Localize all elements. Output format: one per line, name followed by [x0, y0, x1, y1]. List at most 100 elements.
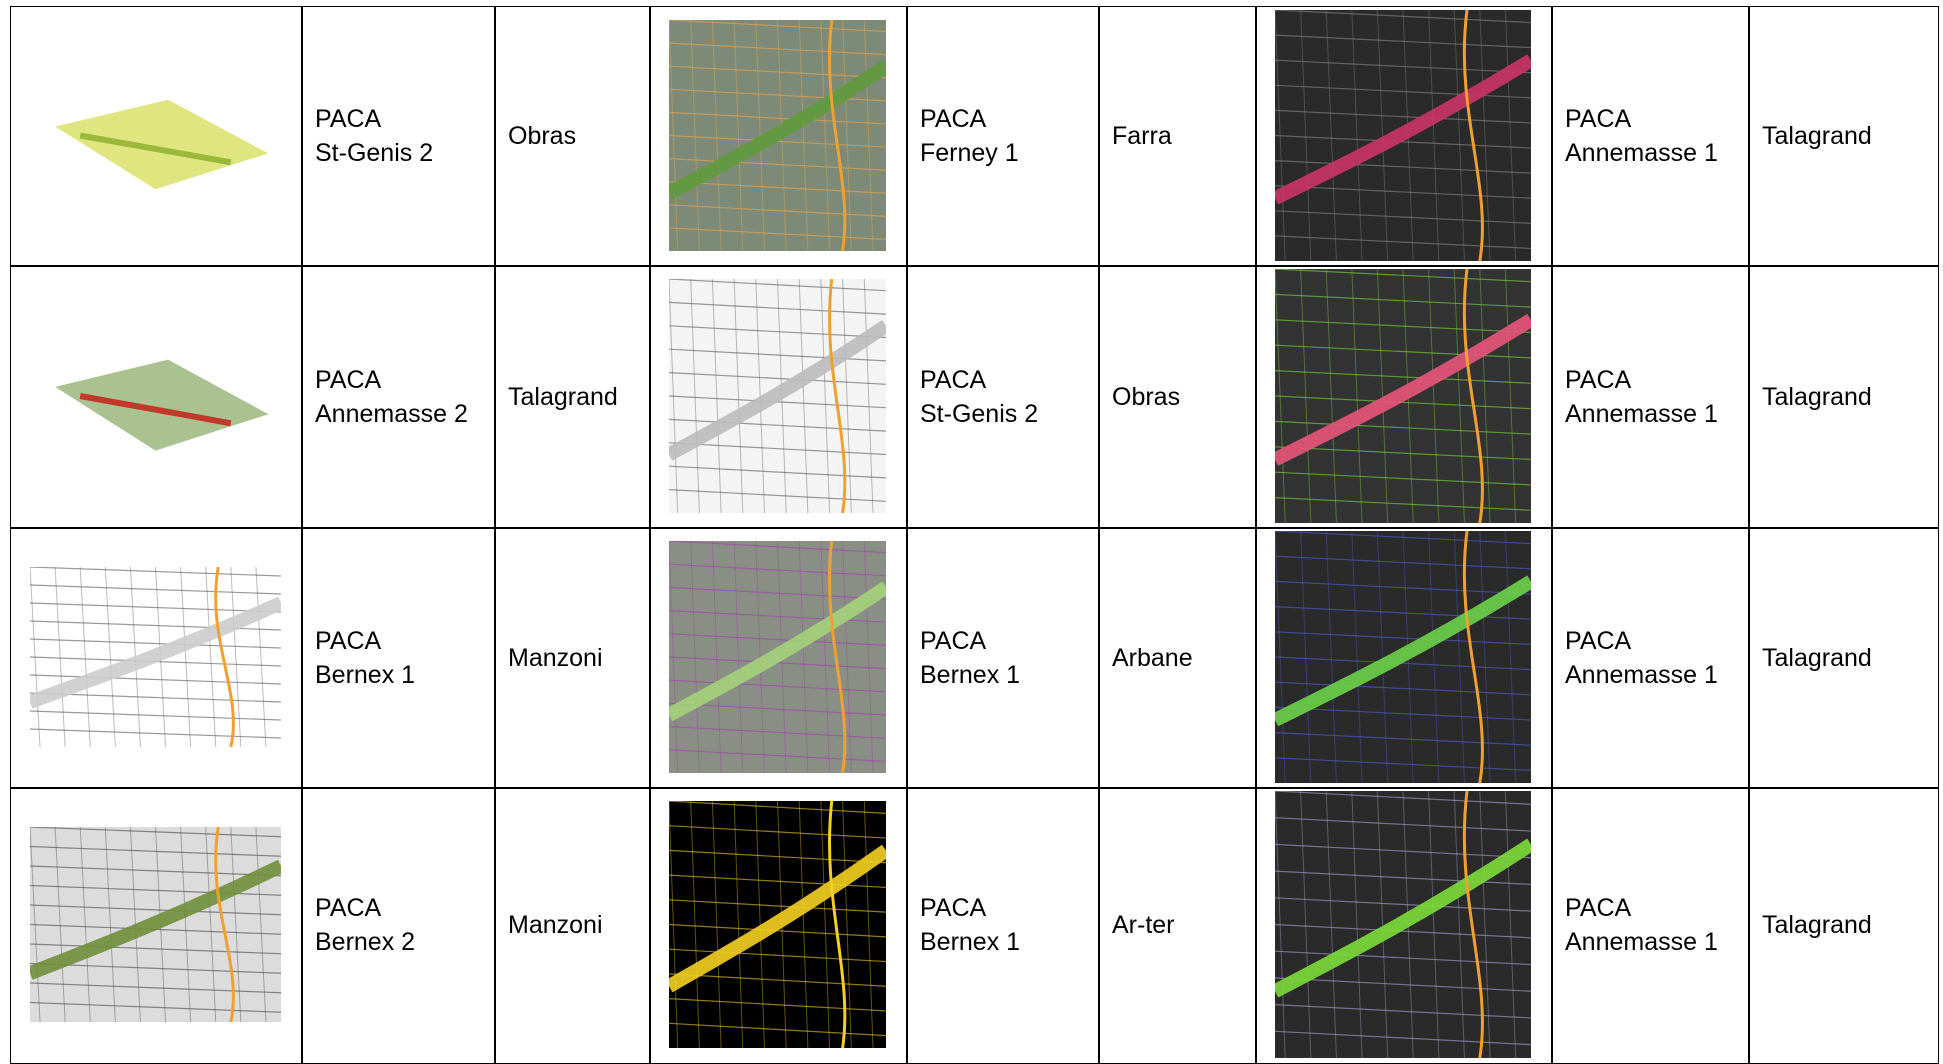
image-line: [104, 827, 116, 1022]
text-cell: PACA Bernex 1: [301, 527, 496, 789]
text-cell: Talagrand: [494, 265, 651, 529]
image-line: [755, 541, 765, 773]
image-line: [1325, 10, 1337, 261]
image-line: [1504, 10, 1517, 261]
author: Obras: [508, 122, 577, 151]
thumbnail-image: [1275, 531, 1531, 783]
image-line: [669, 541, 886, 554]
image-line: [1275, 109, 1531, 124]
author: Manzoni: [508, 643, 603, 672]
image-line: [755, 279, 765, 513]
text-cell: PACA Annemasse 1: [1551, 265, 1750, 529]
text-cell: PACA Bernex 2: [301, 787, 496, 1064]
author: Talagrand: [508, 382, 618, 411]
image-line: [1351, 531, 1363, 783]
image-line: [863, 541, 874, 773]
image-line: [669, 726, 886, 739]
image-line: [205, 827, 217, 1022]
image-line: [1351, 269, 1363, 523]
image-line: [1275, 269, 1531, 283]
image-line: [104, 567, 116, 747]
project-line: Ferney 1: [920, 139, 1019, 168]
image-line: [1275, 1030, 1531, 1046]
image-shape: [55, 359, 269, 451]
image-line: [733, 279, 744, 513]
image-line: [842, 279, 852, 513]
project-line: Bernex 2: [315, 928, 416, 957]
image-line: [669, 301, 886, 315]
text-cell: Talagrand: [1748, 6, 1939, 267]
image-line: [1275, 631, 1531, 645]
image-shape: [669, 844, 886, 993]
image-line: [669, 586, 886, 600]
image-line: [733, 541, 744, 773]
text-cell: PACA Ferney 1: [906, 6, 1100, 267]
image-shape: [828, 801, 847, 1048]
image-line: [1376, 10, 1389, 261]
image-line: [1275, 843, 1531, 859]
image-line: [30, 710, 281, 721]
project-line: St-Genis 2: [920, 399, 1039, 428]
image-line: [1504, 269, 1517, 523]
image-line: [711, 20, 722, 251]
image-shape: [669, 60, 886, 200]
image-line: [669, 633, 886, 646]
image-line: [1275, 446, 1531, 461]
project-line: Bernex 1: [920, 928, 1021, 957]
image-line: [1300, 531, 1312, 783]
image-line: [255, 827, 267, 1022]
image-shape: [30, 596, 281, 709]
image-line: [669, 65, 886, 79]
thumbnail-image: [1275, 10, 1531, 261]
image-line: [1275, 59, 1531, 74]
text-cell: PACA Bernex 1: [906, 527, 1100, 789]
image-line: [1275, 681, 1531, 696]
image-shape: [669, 319, 886, 461]
image-line: [669, 610, 886, 623]
image-line: [1275, 370, 1531, 384]
thumbnail-image: [30, 567, 281, 747]
image-line: [1504, 791, 1517, 1058]
image-line: [842, 541, 852, 773]
author: Farra: [1112, 122, 1172, 151]
image-line: [669, 948, 886, 963]
image-line: [669, 325, 886, 339]
author: Arbane: [1112, 643, 1193, 672]
image-line: [1300, 791, 1312, 1058]
image-shape: [1462, 531, 1484, 783]
image-line: [1275, 706, 1531, 721]
image-line: [1275, 293, 1531, 308]
image-shape: [1275, 313, 1531, 466]
image-line: [669, 372, 886, 385]
image-line: [79, 827, 91, 1022]
image-cell: [1255, 527, 1553, 789]
image-line: [1275, 656, 1531, 671]
text-cell: PACA Annemasse 1: [1551, 6, 1750, 267]
image-line: [820, 801, 831, 1048]
image-shape: [55, 99, 269, 190]
image-line: [30, 692, 281, 703]
text-cell: PACA Bernex 1: [906, 787, 1100, 1064]
image-line: [1275, 977, 1531, 992]
image-line: [1275, 471, 1531, 486]
image-line: [30, 962, 281, 974]
image-line: [669, 204, 886, 217]
project-line: Annemasse 1: [1565, 660, 1718, 689]
thumbnail-image: [669, 279, 886, 513]
image-cell: [1255, 6, 1553, 267]
image-line: [30, 1001, 281, 1013]
image-line: [79, 567, 91, 747]
text-cell: Manzoni: [494, 787, 651, 1064]
image-line: [1275, 210, 1531, 224]
image-line: [711, 541, 722, 773]
image-line: [1325, 269, 1337, 523]
image-line: [1275, 344, 1531, 359]
image-line: [1479, 791, 1491, 1058]
image-line: [30, 884, 281, 896]
image-line: [1275, 791, 1531, 805]
project-line: Bernex 1: [315, 660, 416, 689]
image-line: [863, 20, 874, 251]
image-line: [669, 227, 886, 241]
image-line: [1325, 531, 1337, 783]
text-cell: Arbane: [1098, 527, 1257, 789]
